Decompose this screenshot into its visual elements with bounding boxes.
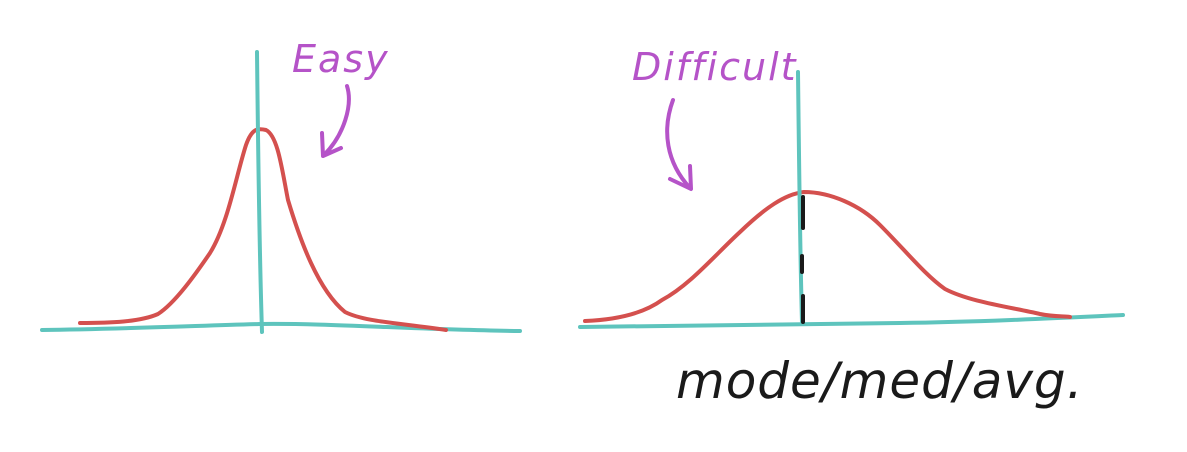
difficult-distribution-curve xyxy=(583,190,1072,323)
difficult-panel: Difficult mode/med/avg. xyxy=(578,45,1125,410)
easy-center-line xyxy=(255,50,264,334)
curved-arrow-icon xyxy=(320,84,351,158)
easy-label: Easy xyxy=(292,37,390,81)
difficult-label: Difficult xyxy=(632,45,798,89)
mode-median-average-label: mode/med/avg. xyxy=(676,352,1084,410)
difficult-center-line xyxy=(796,70,804,324)
easy-baseline-axis xyxy=(40,321,522,333)
center-dashed-marker xyxy=(800,195,805,324)
difficult-baseline-axis xyxy=(578,313,1125,329)
easy-panel: Easy xyxy=(40,37,522,334)
curved-arrow-icon xyxy=(665,98,693,191)
